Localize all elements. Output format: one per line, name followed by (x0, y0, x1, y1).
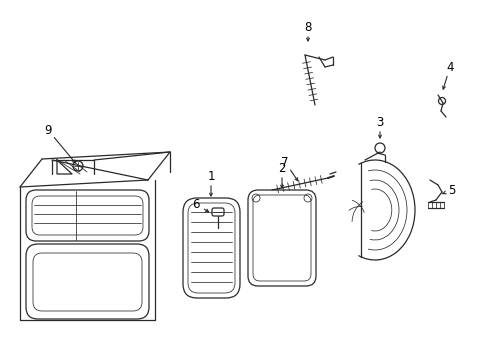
Text: 4: 4 (446, 60, 453, 73)
Text: 5: 5 (447, 184, 455, 197)
Text: 6: 6 (192, 198, 199, 211)
Text: 8: 8 (304, 21, 311, 33)
Text: 3: 3 (376, 116, 383, 129)
Text: 9: 9 (44, 123, 52, 136)
Text: 1: 1 (207, 170, 214, 183)
Text: 7: 7 (281, 156, 288, 168)
Text: 2: 2 (278, 162, 285, 175)
